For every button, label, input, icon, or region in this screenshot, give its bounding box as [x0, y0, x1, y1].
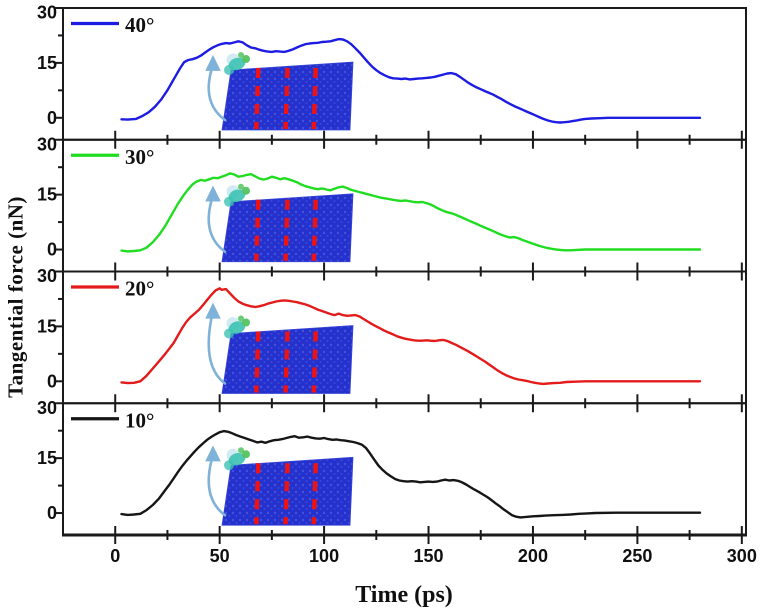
- y-tick-label: 30: [37, 134, 57, 154]
- inset-debris-dot: [242, 186, 250, 195]
- panel-20deg: 20° 0 15 30: [37, 266, 747, 413]
- inset-debris-dot: [242, 318, 250, 327]
- y-axis-title: Tangential force (nN): [3, 196, 28, 398]
- inset-snapshot: [205, 302, 354, 394]
- legend-label: 40°: [125, 13, 154, 37]
- inset-snapshot: [205, 445, 354, 526]
- inset-arrow-icon: [205, 445, 221, 462]
- x-tick-label: 300: [727, 546, 757, 566]
- legend-label: 30°: [125, 145, 154, 169]
- inset-debris-dot: [238, 183, 244, 190]
- y-tick-label: 30: [37, 398, 57, 418]
- panel-frame: [62, 138, 747, 273]
- inset-snapshot: [205, 52, 354, 131]
- inset-snapshot: [205, 183, 354, 263]
- curve-20deg: [120, 287, 702, 386]
- legend-label: 20°: [125, 277, 154, 301]
- inset-debris-dot: [224, 460, 234, 471]
- inset-debris-dot: [238, 447, 244, 454]
- y-tick-label: 30: [37, 266, 57, 286]
- y-tick-label: 15: [37, 448, 57, 468]
- inset-arrow-tail: [207, 68, 227, 122]
- y-tick-label: 15: [37, 185, 57, 205]
- y-tick-label: 15: [37, 316, 57, 336]
- panel-frame: [62, 402, 747, 536]
- inset-debris-dot: [224, 65, 234, 75]
- y-tick-label: 0: [47, 371, 57, 391]
- y-tick-label: 0: [47, 240, 57, 260]
- panel-10deg: 10° 0 15 30: [37, 398, 747, 544]
- inset-arrow-icon: [205, 302, 221, 319]
- inset-arrow-icon: [205, 54, 221, 71]
- panel-40deg: 40° 0 15 30: [37, 3, 747, 149]
- x-tick-label: 200: [518, 546, 548, 566]
- y-tick-label: 0: [47, 108, 57, 128]
- inset-arrow-icon: [205, 185, 221, 202]
- panel-30deg: 30° 0 15 30: [37, 134, 747, 281]
- x-tick-label: 50: [210, 546, 230, 566]
- inset-debris-dot: [238, 315, 244, 322]
- inset-arrow-tail: [207, 199, 227, 254]
- inset-arrow-tail: [207, 316, 227, 385]
- panel-frame: [62, 7, 747, 141]
- curve-40deg: [120, 37, 702, 124]
- inset-arrow-tail: [207, 459, 227, 517]
- y-tick-label: 0: [47, 503, 57, 523]
- curve-30deg: [120, 172, 702, 253]
- inset-debris-dot: [238, 52, 244, 58]
- x-tick-label: 100: [309, 546, 339, 566]
- x-tick-label: 0: [110, 546, 120, 566]
- y-tick-label: 15: [37, 53, 57, 73]
- inset-debris-dot: [242, 450, 250, 459]
- legend-label: 10°: [125, 408, 154, 432]
- x-tick-label: 150: [413, 546, 443, 566]
- curve-10deg: [120, 429, 702, 519]
- x-axis-title: Time (ps): [355, 582, 453, 608]
- x-tick-label: 250: [622, 546, 652, 566]
- y-tick-label: 30: [37, 3, 57, 23]
- inset-debris-dot: [242, 55, 250, 63]
- inset-debris-dot: [224, 328, 234, 339]
- inset-debris-dot: [224, 196, 234, 207]
